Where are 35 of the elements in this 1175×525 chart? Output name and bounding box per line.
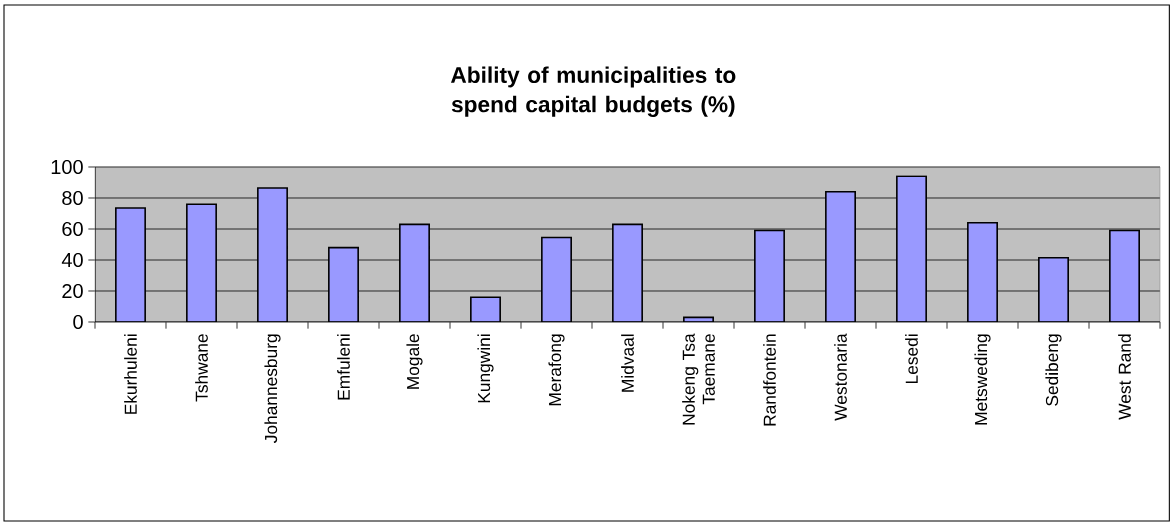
bar (754, 229, 785, 322)
bar (825, 191, 856, 322)
x-tick-label: Johannesburg (264, 334, 281, 443)
chart-title: Ability of municipalities to spend capital budgets (%) (450, 66, 736, 117)
x-tick-label: Metsweding (974, 334, 991, 425)
x-tick-label: West Rand (1118, 334, 1131, 420)
bar (328, 246, 359, 322)
bar (612, 223, 643, 322)
y-tick-label: 60 (62, 221, 83, 237)
x-tick-label: Tshwane (195, 334, 208, 402)
bar (1109, 229, 1140, 322)
bar (896, 175, 927, 322)
bar (115, 207, 146, 322)
x-tick-label: Nokeng Tsa Taemane (682, 333, 715, 425)
x-tick-label: Westonaria (834, 333, 847, 421)
y-tick-label: 100 (51, 159, 83, 175)
y-tick-label: 0 (73, 314, 83, 330)
x-tick-label: Merafong (548, 334, 565, 406)
bar (399, 223, 430, 322)
bar (186, 203, 217, 322)
x-tick-label: Ekurhuleni (124, 334, 137, 414)
x-tick-label: Sedibeng (1045, 334, 1062, 406)
y-tick-label: 80 (62, 190, 83, 206)
x-tick-label: Emfuleni (337, 334, 350, 400)
y-tick-label: 40 (61, 252, 83, 268)
x-tick-label: Kungwini (477, 334, 494, 403)
x-tick-label: Randfontein (763, 334, 776, 426)
y-tick-label: 20 (62, 283, 83, 299)
bar (541, 236, 572, 322)
x-tick-label: Midvaal (621, 334, 634, 392)
bar (967, 222, 998, 322)
bar (257, 187, 288, 322)
x-tick-label: Lesedi (905, 334, 918, 384)
bar (1038, 256, 1069, 322)
x-tick-label: Mogale (406, 334, 423, 389)
